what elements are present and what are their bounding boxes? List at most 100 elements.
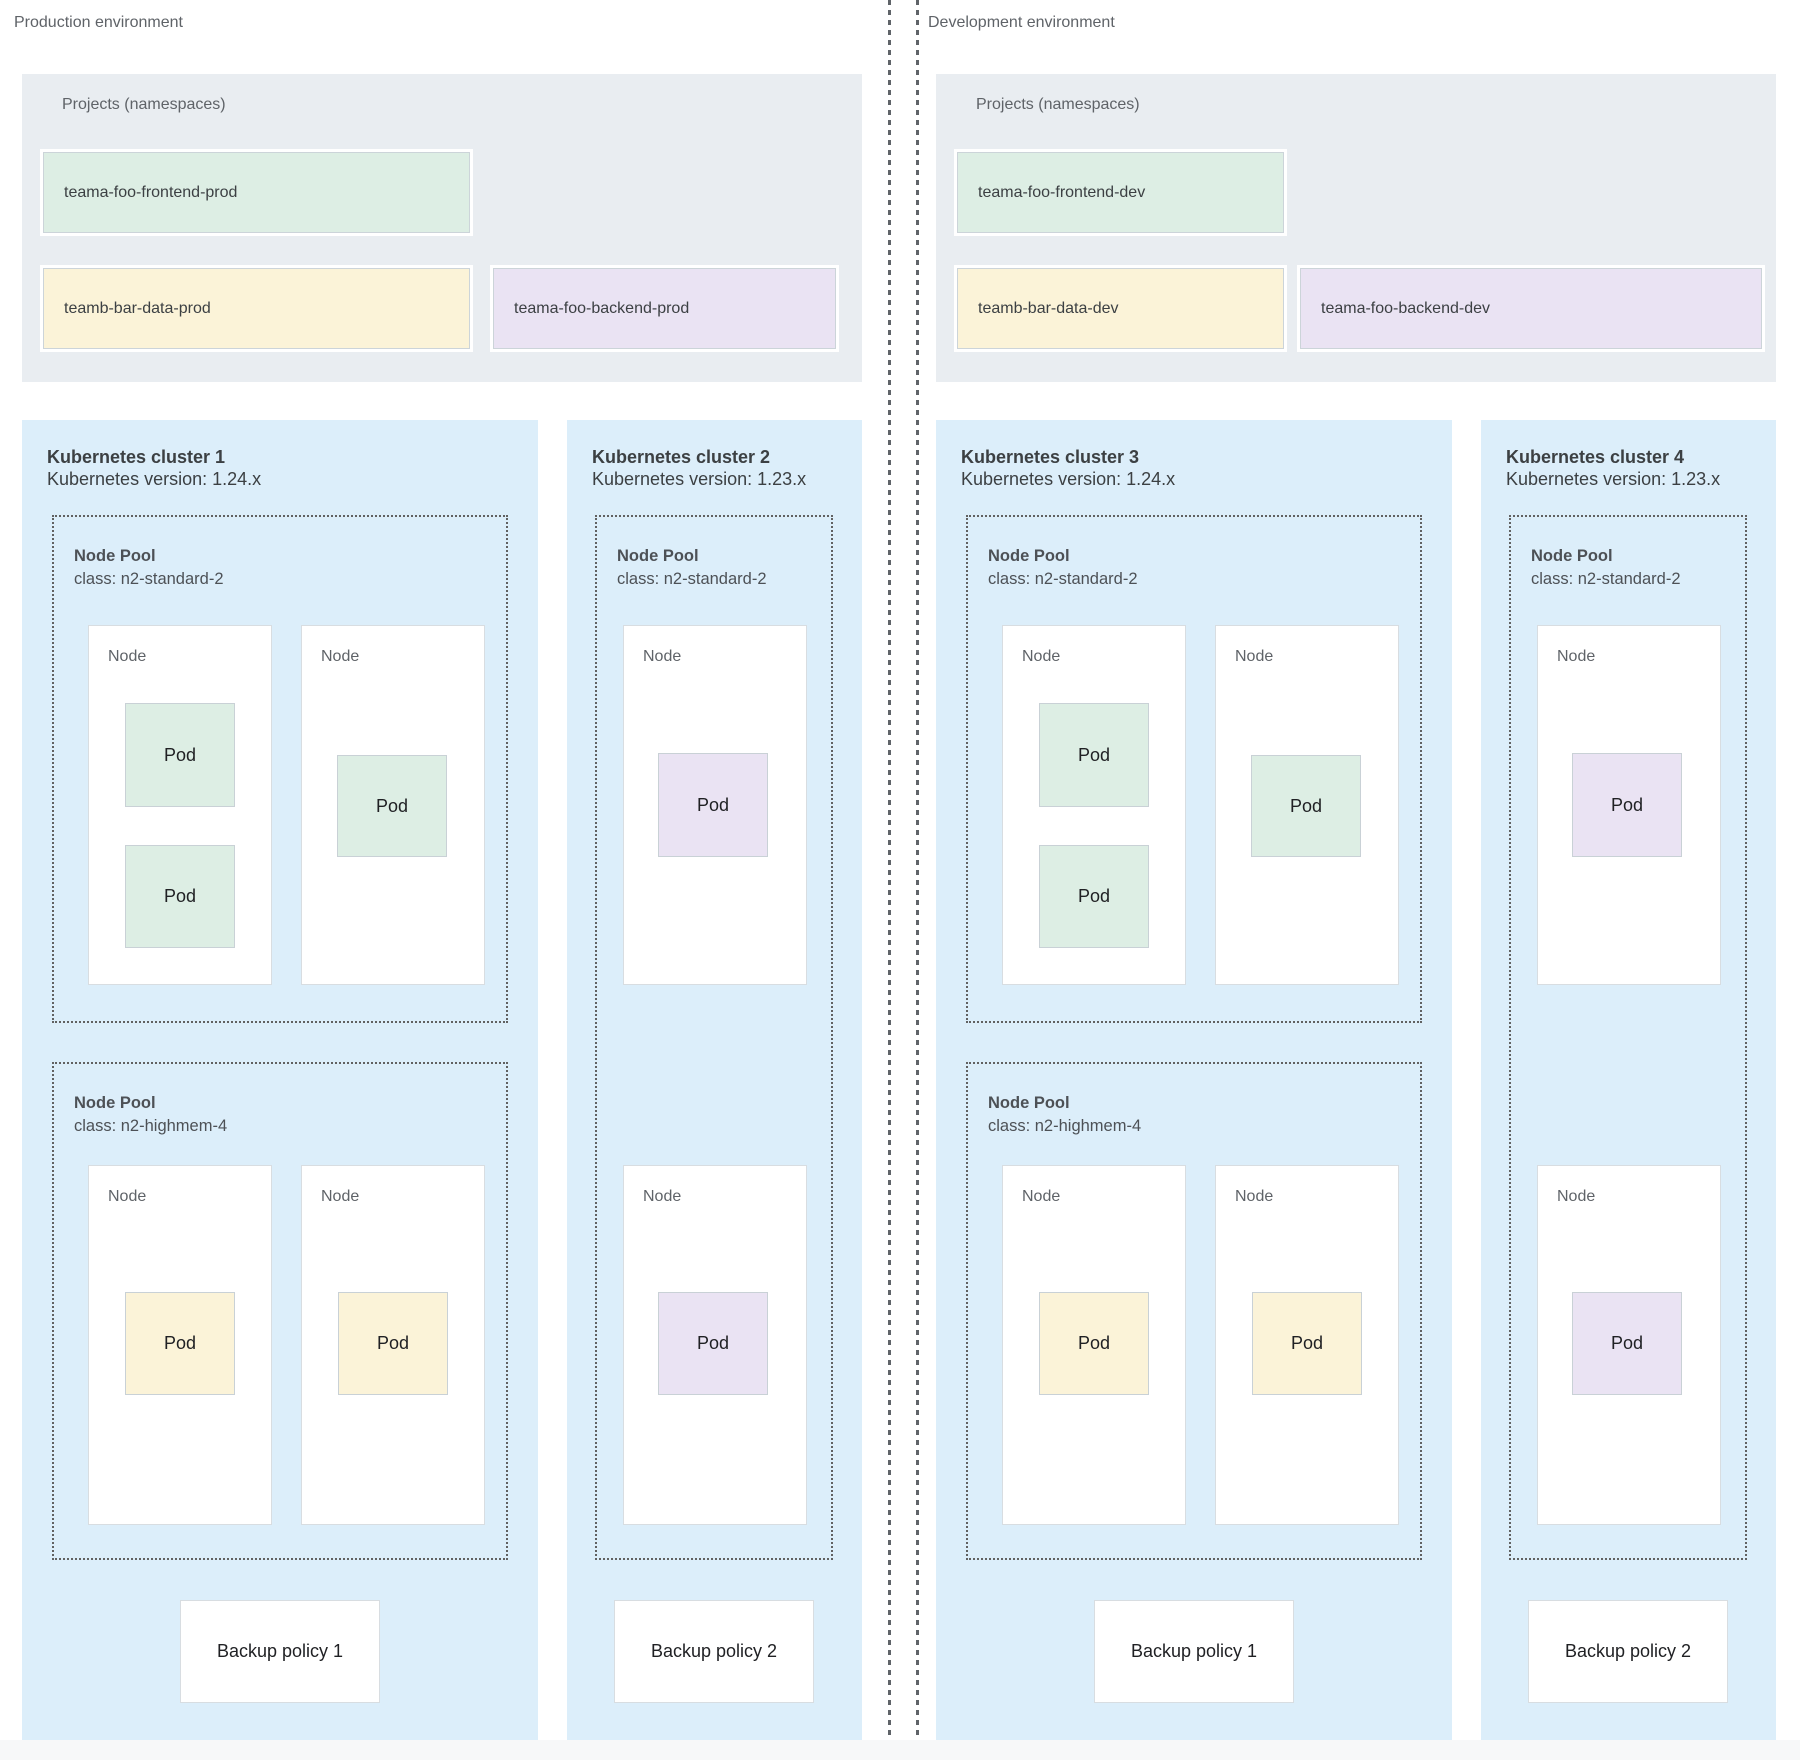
node-label: Node bbox=[108, 1188, 147, 1205]
node-pool-class: class: n2-standard-2 bbox=[988, 570, 1138, 588]
node-box: Node Pod bbox=[88, 1165, 272, 1525]
projects-namespaces-box: Projects (namespaces) teama-foo-frontend… bbox=[936, 74, 1776, 382]
node-pool-title: Node Pool bbox=[1531, 547, 1613, 565]
node-label: Node bbox=[1022, 648, 1061, 665]
backup-policy-box: Backup policy 2 bbox=[614, 1600, 814, 1703]
development-environment-label: Development environment bbox=[928, 14, 1115, 31]
node-pool-box: Node Pool class: n2-highmem-4 Node Pod N… bbox=[966, 1062, 1422, 1560]
cluster-header: Kubernetes cluster 3 Kubernetes version:… bbox=[961, 446, 1175, 490]
node-pool-header: Node Pool class: n2-highmem-4 bbox=[74, 1092, 227, 1138]
project-namespace-box: teama-foo-frontend-dev bbox=[957, 152, 1284, 233]
cluster-header: Kubernetes cluster 1 Kubernetes version:… bbox=[47, 446, 261, 490]
node-pool-box: Node Pool class: n2-standard-2 Node Pod … bbox=[595, 515, 833, 1560]
node-label: Node bbox=[321, 648, 360, 665]
node-box: Node Pod bbox=[1215, 1165, 1399, 1525]
node-box: Node Pod bbox=[1537, 625, 1721, 985]
pod-box: Pod bbox=[658, 1292, 768, 1395]
pod-box: Pod bbox=[1039, 703, 1149, 807]
production-environment-section: Production environment Projects (namespa… bbox=[14, 0, 862, 1760]
node-pool-title: Node Pool bbox=[617, 547, 699, 565]
pod-box: Pod bbox=[1039, 1292, 1149, 1395]
node-pool-title: Node Pool bbox=[74, 1094, 156, 1112]
cluster-title: Kubernetes cluster 2 bbox=[592, 447, 771, 467]
project-namespace-box: teama-foo-frontend-prod bbox=[43, 152, 470, 233]
pod-box: Pod bbox=[658, 753, 768, 857]
node-label: Node bbox=[1557, 648, 1596, 665]
footer-strip bbox=[0, 1740, 1800, 1760]
node-pool-box: Node Pool class: n2-standard-2 Node Pod … bbox=[1509, 515, 1747, 1560]
node-label: Node bbox=[1022, 1188, 1061, 1205]
node-pool-box: Node Pool class: n2-standard-2 Node Pod … bbox=[966, 515, 1422, 1023]
node-label: Node bbox=[643, 1188, 682, 1205]
cluster-version: Kubernetes version: 1.23.x bbox=[592, 469, 807, 489]
node-label: Node bbox=[1557, 1188, 1596, 1205]
node-pool-box: Node Pool class: n2-highmem-4 Node Pod N… bbox=[52, 1062, 508, 1560]
node-box: Node Pod bbox=[301, 625, 485, 985]
node-box: Node Pod Pod bbox=[1002, 625, 1186, 985]
project-namespace-box: teamb-bar-data-dev bbox=[957, 268, 1284, 349]
node-label: Node bbox=[1235, 648, 1274, 665]
node-box: Node Pod bbox=[1002, 1165, 1186, 1525]
node-pool-header: Node Pool class: n2-standard-2 bbox=[1531, 545, 1681, 591]
pod-box: Pod bbox=[338, 1292, 448, 1395]
kubernetes-cluster-4-box: Kubernetes cluster 4 Kubernetes version:… bbox=[1481, 420, 1776, 1740]
node-box: Node Pod bbox=[623, 1165, 807, 1525]
node-pool-header: Node Pool class: n2-standard-2 bbox=[617, 545, 767, 591]
project-namespace-box: teamb-bar-data-prod bbox=[43, 268, 470, 349]
node-pool-header: Node Pool class: n2-standard-2 bbox=[74, 545, 224, 591]
project-namespace-box: teama-foo-backend-dev bbox=[1300, 268, 1762, 349]
backup-policy-box: Backup policy 1 bbox=[180, 1600, 380, 1703]
projects-title: Projects (namespaces) bbox=[62, 96, 226, 113]
production-environment-label: Production environment bbox=[14, 14, 183, 31]
node-label: Node bbox=[643, 648, 682, 665]
node-box: Node Pod Pod bbox=[88, 625, 272, 985]
node-box: Node Pod bbox=[301, 1165, 485, 1525]
projects-title: Projects (namespaces) bbox=[976, 96, 1140, 113]
cluster-version: Kubernetes version: 1.23.x bbox=[1506, 469, 1721, 489]
node-pool-title: Node Pool bbox=[988, 1094, 1070, 1112]
node-box: Node Pod bbox=[623, 625, 807, 985]
kubernetes-cluster-3-box: Kubernetes cluster 3 Kubernetes version:… bbox=[936, 420, 1452, 1740]
cluster-version: Kubernetes version: 1.24.x bbox=[961, 469, 1176, 489]
pod-box: Pod bbox=[1572, 1292, 1682, 1395]
cluster-title: Kubernetes cluster 4 bbox=[1506, 447, 1685, 467]
node-pool-class: class: n2-standard-2 bbox=[1531, 570, 1681, 588]
pod-box: Pod bbox=[337, 755, 447, 857]
pod-box: Pod bbox=[125, 845, 235, 948]
pod-box: Pod bbox=[1039, 845, 1149, 948]
node-pool-title: Node Pool bbox=[988, 547, 1070, 565]
cluster-title: Kubernetes cluster 3 bbox=[961, 447, 1140, 467]
node-pool-class: class: n2-standard-2 bbox=[74, 570, 224, 588]
node-pool-class: class: n2-highmem-4 bbox=[988, 1117, 1142, 1135]
pod-box: Pod bbox=[1252, 1292, 1362, 1395]
node-pool-header: Node Pool class: n2-highmem-4 bbox=[988, 1092, 1141, 1138]
environment-divider-line-left bbox=[888, 0, 891, 1760]
cluster-header: Kubernetes cluster 4 Kubernetes version:… bbox=[1506, 446, 1720, 490]
node-label: Node bbox=[108, 648, 147, 665]
backup-policy-box: Backup policy 2 bbox=[1528, 1600, 1728, 1703]
node-pool-class: class: n2-standard-2 bbox=[617, 570, 767, 588]
node-label: Node bbox=[321, 1188, 360, 1205]
pod-box: Pod bbox=[125, 703, 235, 807]
kubernetes-cluster-2-box: Kubernetes cluster 2 Kubernetes version:… bbox=[567, 420, 862, 1740]
pod-box: Pod bbox=[1572, 753, 1682, 857]
cluster-version: Kubernetes version: 1.24.x bbox=[47, 469, 262, 489]
node-pool-class: class: n2-highmem-4 bbox=[74, 1117, 228, 1135]
kubernetes-cluster-1-box: Kubernetes cluster 1 Kubernetes version:… bbox=[22, 420, 538, 1740]
node-pool-header: Node Pool class: n2-standard-2 bbox=[988, 545, 1138, 591]
node-label: Node bbox=[1235, 1188, 1274, 1205]
cluster-title: Kubernetes cluster 1 bbox=[47, 447, 226, 467]
environment-divider-line-right bbox=[916, 0, 919, 1760]
projects-namespaces-box: Projects (namespaces) teama-foo-frontend… bbox=[22, 74, 862, 382]
backup-policy-box: Backup policy 1 bbox=[1094, 1600, 1294, 1703]
node-box: Node Pod bbox=[1537, 1165, 1721, 1525]
node-box: Node Pod bbox=[1215, 625, 1399, 985]
project-namespace-box: teama-foo-backend-prod bbox=[493, 268, 836, 349]
cluster-header: Kubernetes cluster 2 Kubernetes version:… bbox=[592, 446, 806, 490]
node-pool-box: Node Pool class: n2-standard-2 Node Pod … bbox=[52, 515, 508, 1023]
development-environment-section: Development environment Projects (namesp… bbox=[928, 0, 1776, 1760]
pod-box: Pod bbox=[125, 1292, 235, 1395]
pod-box: Pod bbox=[1251, 755, 1361, 857]
node-pool-title: Node Pool bbox=[74, 547, 156, 565]
